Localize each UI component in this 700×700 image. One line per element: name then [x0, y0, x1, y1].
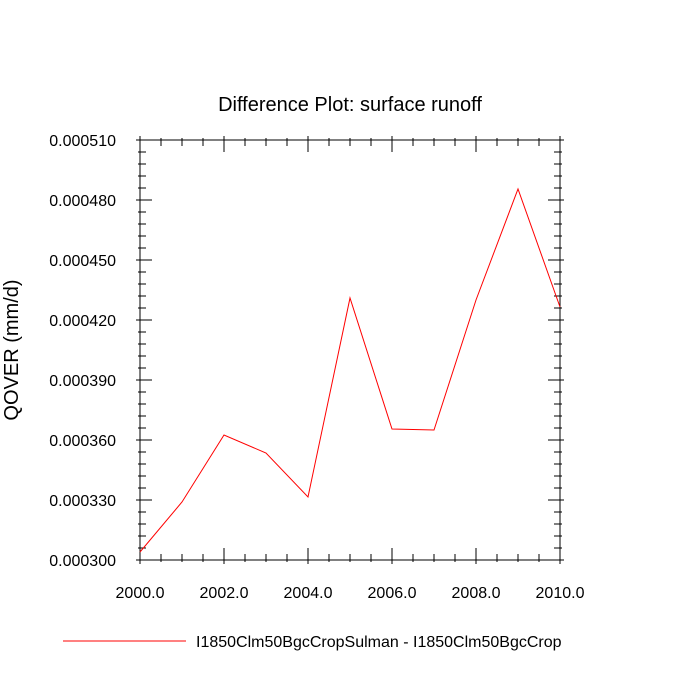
y-tick-label: 0.000330	[49, 493, 116, 510]
x-tick-labels: 2000.0 2002.0 2004.0 2006.0 2008.0 2010.0	[116, 585, 585, 602]
legend: I1850Clm50BgcCropSulman - I1850Clm50BgcC…	[63, 634, 562, 651]
axis-ticks	[136, 136, 564, 564]
y-tick-label: 0.000360	[49, 433, 116, 450]
y-tick-label: 0.000390	[49, 373, 116, 390]
series-line	[139, 187, 561, 553]
series-layer	[139, 187, 561, 553]
plot-frame	[139, 139, 561, 561]
y-tick-label: 0.000480	[49, 193, 116, 210]
y-tick-labels: 0.000300 0.000330 0.000360 0.000390 0.000420…	[49, 133, 116, 570]
y-axis-label: QOVER (mm/d)	[1, 279, 23, 420]
x-tick-label: 2008.0	[452, 585, 501, 602]
x-tick-label: 2010.0	[536, 585, 585, 602]
y-tick-label: 0.000510	[49, 133, 116, 150]
x-tick-label: 2004.0	[284, 585, 333, 602]
chart-title: Difference Plot: surface runoff	[218, 94, 482, 116]
x-tick-label: 2000.0	[116, 585, 165, 602]
y-tick-label: 0.000420	[49, 313, 116, 330]
y-tick-label: 0.000450	[49, 253, 116, 270]
x-tick-label: 2002.0	[200, 585, 249, 602]
legend-label: I1850Clm50BgcCropSulman - I1850Clm50BgcC…	[196, 634, 562, 651]
y-tick-label: 0.000300	[49, 553, 116, 570]
x-tick-label: 2006.0	[368, 585, 417, 602]
